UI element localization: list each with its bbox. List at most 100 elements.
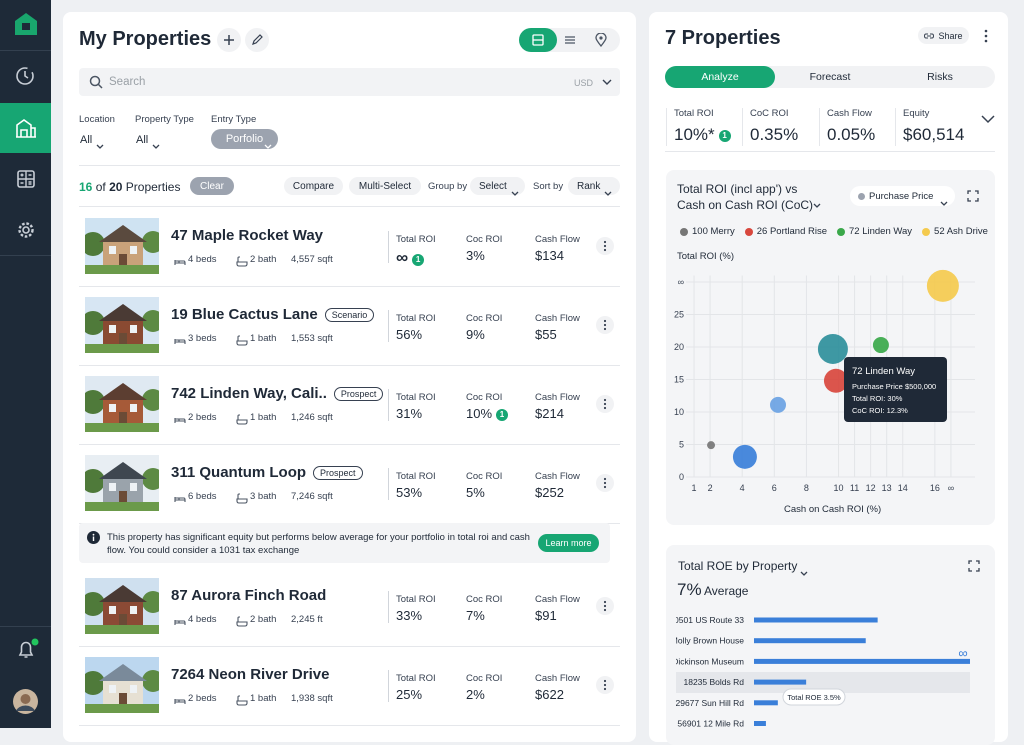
property-photo: [81, 578, 164, 634]
bubble: [769, 396, 786, 413]
chevron: [152, 137, 160, 149]
property-name[interactable]: 311 Quantum Loop: [171, 464, 307, 481]
row-menu: [596, 237, 614, 255]
chevron: [264, 144, 272, 149]
metric-value-text: 0.05%: [827, 125, 876, 144]
compare-button[interactable]: Compare: [284, 177, 343, 195]
sort-by-select[interactable]: Rank: [568, 177, 620, 195]
edit-button[interactable]: [245, 28, 269, 52]
row-menu: [596, 395, 614, 413]
tab[interactable]: Forecast: [775, 66, 885, 88]
stat-label: Coc ROI: [466, 313, 503, 324]
metrics-expand[interactable]: [981, 114, 995, 124]
bar: [754, 700, 778, 706]
stat-value-text: 10%: [466, 406, 493, 421]
filter-value[interactable]: All: [136, 134, 149, 146]
row-highlight: [676, 672, 970, 693]
search-box[interactable]: [79, 68, 620, 96]
legend-item[interactable]: 100 Merry: [680, 226, 735, 237]
clear-button[interactable]: Clear: [190, 177, 234, 195]
stat-value: 33%: [396, 608, 422, 623]
divider: [79, 365, 620, 366]
property-name[interactable]: 7264 Neon River Drive: [171, 666, 330, 683]
size-by-select[interactable]: Purchase Price: [850, 186, 955, 206]
property-name[interactable]: 19 Blue Cactus Lane: [171, 306, 318, 323]
notifications[interactable]: [16, 638, 40, 662]
view-table[interactable]: [564, 34, 576, 46]
fullscreen-button[interactable]: [967, 190, 979, 202]
divider: [79, 444, 620, 445]
bubble: [926, 269, 959, 302]
bed-icon: [174, 333, 186, 344]
bar-card: [666, 545, 995, 745]
y-tick-label: 25: [674, 310, 684, 320]
share-button[interactable]: Share: [918, 27, 969, 44]
average-value: 7%: [677, 580, 702, 599]
property-name[interactable]: 742 Linden Way, Cali..: [171, 385, 327, 402]
stat-value-text: 53%: [396, 485, 423, 500]
nav-properties[interactable]: [15, 117, 37, 139]
category-label: Dickinson Museum: [676, 656, 744, 666]
bed-icon: [174, 699, 186, 704]
bed-icon: [174, 614, 186, 625]
tooltip-line: Total ROI: 30%: [852, 394, 903, 403]
bubble: [872, 337, 889, 354]
nav-settings[interactable]: [16, 220, 36, 240]
chevron: [604, 184, 612, 196]
tab-active[interactable]: [665, 66, 775, 88]
metric-value: 10%* 1: [674, 125, 731, 145]
size-dot: [858, 192, 865, 200]
row-menu: [596, 237, 614, 255]
x-tick-label: 13: [882, 483, 892, 493]
area: 1,553 sqft: [291, 333, 333, 344]
search-placeholder: Search: [109, 76, 146, 88]
stat-label: Cash Flow: [535, 471, 580, 482]
bar: [754, 721, 766, 726]
metric-value-text: 0.35%: [750, 125, 799, 144]
fullscreen-button[interactable]: [968, 560, 980, 572]
stat-label: Total ROI: [396, 392, 436, 403]
currency: USD: [574, 78, 594, 88]
property-photo: [81, 218, 164, 274]
nav-calculator[interactable]: [16, 169, 36, 189]
learn-more-button[interactable]: Learn more: [538, 534, 599, 552]
multi-select-button[interactable]: Multi-Select: [349, 177, 421, 195]
nav-dashboard[interactable]: [15, 66, 35, 86]
bubble: [732, 444, 757, 469]
property-name[interactable]: 87 Aurora Finch Road: [171, 587, 327, 604]
bath-icon: [236, 493, 248, 504]
bath-icon: [236, 616, 248, 627]
y-tick-label: ∞: [678, 277, 684, 287]
chevron: [940, 201, 948, 206]
bed-icon: [174, 497, 186, 502]
filter-value[interactable]: All: [80, 134, 93, 146]
divider: [0, 255, 51, 256]
stat-value: 31%: [396, 406, 422, 421]
legend-item[interactable]: 26 Portland Rise: [744, 226, 827, 237]
stat-value: 10% 1: [466, 406, 509, 421]
tab[interactable]: Analyze: [665, 66, 775, 88]
legend-swatch: [837, 227, 845, 236]
group-by-label: Group by: [428, 181, 468, 192]
filter-pill[interactable]: Porfolio: [211, 129, 278, 149]
divider: [79, 646, 620, 647]
beds: 4 beds: [188, 614, 217, 625]
view-map[interactable]: [595, 33, 607, 47]
legend-item[interactable]: 52 Ash Drive: [922, 226, 988, 237]
logo[interactable]: [14, 12, 38, 36]
property-name[interactable]: 47 Maple Rocket Way: [171, 227, 323, 244]
category-label: 29677 Sun Hill Rd: [676, 698, 744, 708]
y-tick-label: 0: [679, 472, 684, 482]
legend-item[interactable]: 72 Linden Way: [837, 226, 912, 237]
more-button[interactable]: [982, 29, 990, 43]
row-menu: [596, 316, 614, 334]
metric-label: Total ROI: [674, 108, 714, 119]
group-by-select[interactable]: Select: [470, 177, 525, 195]
tab[interactable]: Risks: [885, 66, 995, 88]
stat-value: ∞ 1: [396, 248, 425, 268]
value-label: ∞: [958, 645, 967, 660]
add-button[interactable]: [217, 28, 241, 52]
avatar[interactable]: [13, 689, 38, 714]
y-tick-label: 10: [674, 407, 684, 417]
